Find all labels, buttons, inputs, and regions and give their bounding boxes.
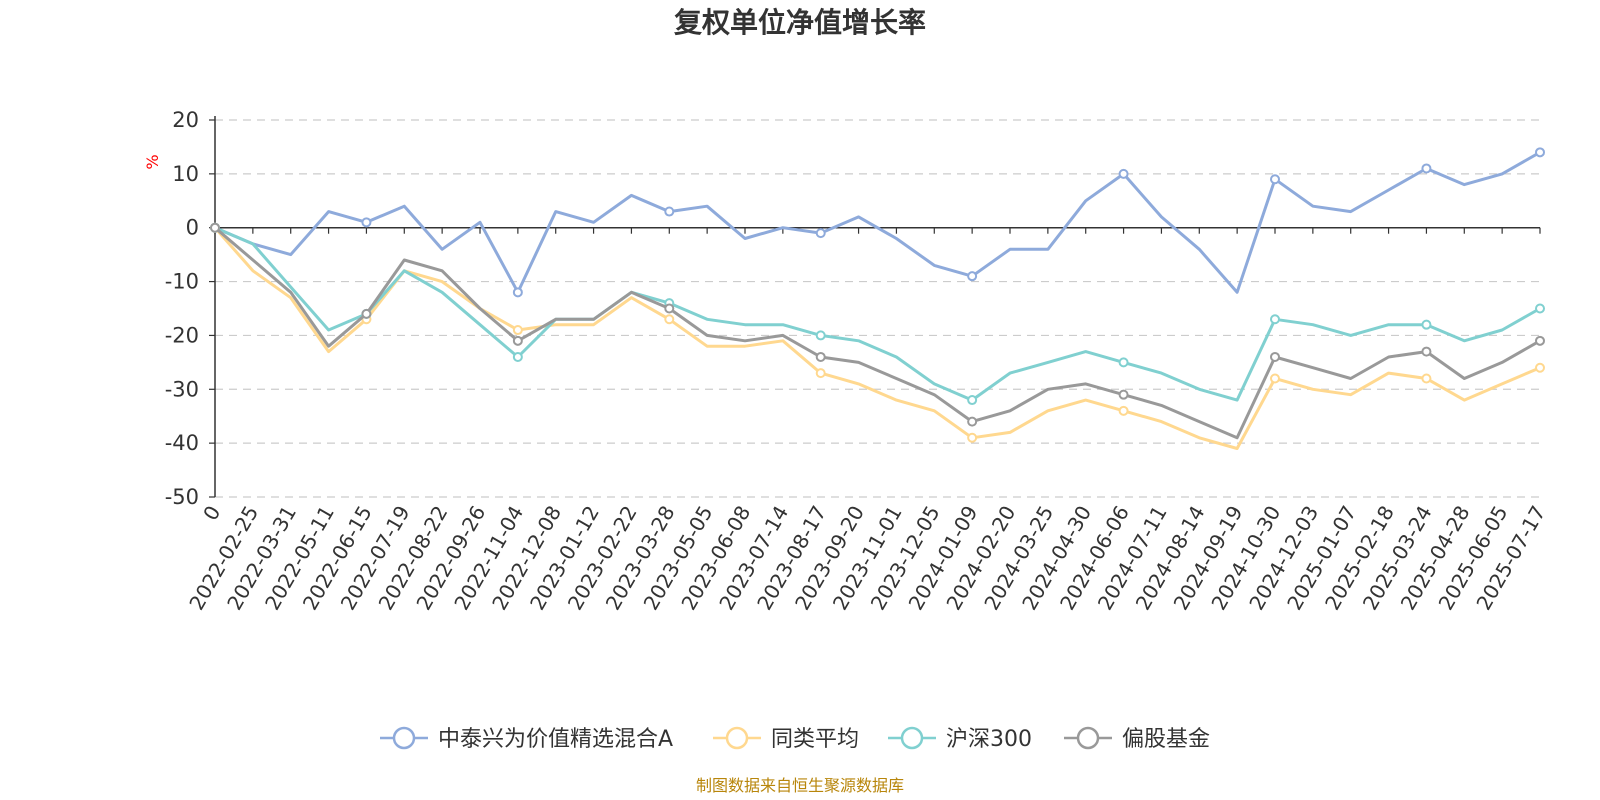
data-point <box>1118 389 1129 400</box>
data-point <box>815 330 826 341</box>
legend-label: 偏股基金 <box>1122 727 1210 752</box>
legend: 中泰兴为价值精选混合A 同类平均 沪深300 偏股基金 <box>380 726 1210 752</box>
y-tick-label: 10 <box>172 162 199 186</box>
series-line-1 <box>213 226 1541 450</box>
legend-item-2[interactable]: 沪深300 <box>888 726 1032 752</box>
y-tick-label: -50 <box>165 485 199 509</box>
data-point <box>664 314 675 325</box>
data-point <box>512 287 523 298</box>
y-tick-label: 20 <box>172 108 199 132</box>
legend-circle-icon <box>900 726 924 750</box>
series-line-2 <box>214 226 1541 402</box>
data-point <box>1421 163 1432 174</box>
legend-label: 沪深300 <box>946 727 1032 752</box>
data-point <box>967 271 978 282</box>
y-tick-label: -30 <box>165 377 199 401</box>
data-point <box>967 432 978 443</box>
series-line-0 <box>214 150 1541 294</box>
source-note: 制图数据来自恒生聚源数据库 <box>696 776 904 795</box>
data-point <box>1270 351 1280 362</box>
data-point <box>1535 362 1545 373</box>
data-point <box>967 395 978 406</box>
data-point <box>967 416 978 427</box>
data-point <box>1535 335 1545 346</box>
data-point <box>1270 373 1280 384</box>
legend-label: 中泰兴为价值精选混合A <box>438 727 673 752</box>
data-point <box>664 206 675 217</box>
x-tick-label: 0 <box>198 502 225 525</box>
data-point <box>1421 319 1432 330</box>
data-point <box>815 351 826 362</box>
y-tick-label: -10 <box>165 270 199 294</box>
data-point <box>815 228 826 239</box>
x-axis: 02022-02-252022-03-312022-05-112022-06-1… <box>184 226 1550 614</box>
legend-circle-icon <box>725 726 749 750</box>
data-point <box>512 335 523 346</box>
data-point <box>1535 303 1545 314</box>
data-point <box>1118 357 1129 368</box>
y-axis: 20 10 0 -10 -20 -30 -40 -50 <box>165 108 216 509</box>
y-axis-unit: % <box>143 154 162 169</box>
data-point <box>361 217 372 228</box>
legend-item-1[interactable]: 同类平均 <box>713 726 859 752</box>
data-point <box>512 325 523 336</box>
data-point <box>512 351 523 362</box>
grid-lines <box>215 119 1540 498</box>
data-point <box>664 303 675 314</box>
data-point <box>1270 174 1280 185</box>
data-point <box>361 308 372 319</box>
data-point <box>1421 373 1432 384</box>
legend-circle-icon <box>1076 726 1100 750</box>
data-point <box>1535 147 1545 158</box>
legend-label: 同类平均 <box>771 727 859 752</box>
data-point <box>1270 314 1280 325</box>
series-line-3 <box>214 226 1541 440</box>
legend-item-0[interactable]: 中泰兴为价值精选混合A <box>380 726 673 752</box>
series-lines <box>210 147 1545 450</box>
data-point <box>210 222 220 233</box>
data-point <box>815 368 826 379</box>
data-point <box>1421 346 1432 357</box>
y-tick-label: -20 <box>165 323 199 347</box>
legend-item-3[interactable]: 偏股基金 <box>1064 726 1210 752</box>
chart-title: 复权单位净值增长率 <box>674 6 926 39</box>
data-point <box>1118 405 1129 416</box>
y-tick-label: 0 <box>186 216 199 240</box>
y-tick-label: -40 <box>165 431 199 455</box>
legend-circle-icon <box>392 726 416 750</box>
data-point <box>1118 168 1129 179</box>
